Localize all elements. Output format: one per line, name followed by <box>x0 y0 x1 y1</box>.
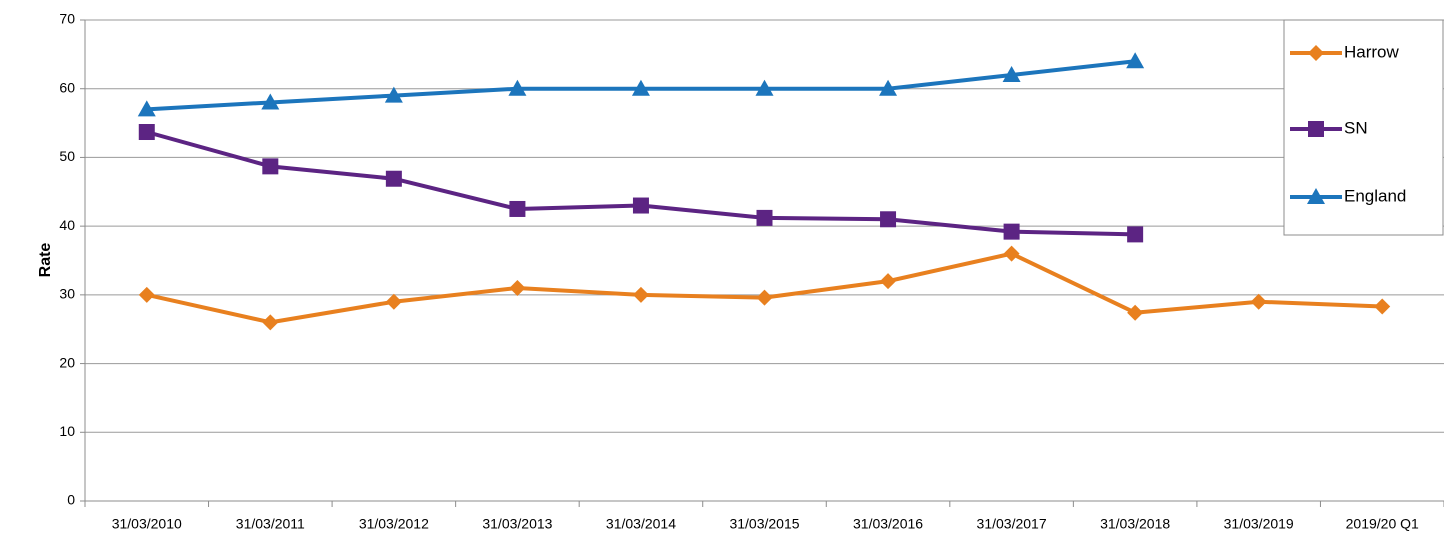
x-tick-label: 31/03/2010 <box>112 516 182 532</box>
data-point <box>879 79 898 96</box>
x-tick-label: 31/03/2013 <box>482 516 552 532</box>
data-point <box>1002 65 1021 82</box>
data-point <box>632 286 649 303</box>
x-tick-label: 31/03/2011 <box>236 516 305 532</box>
data-point <box>632 197 649 214</box>
y-tick-label: 60 <box>59 79 75 95</box>
x-tick-label: 31/03/2012 <box>359 516 429 532</box>
legend-marker <box>1308 121 1324 137</box>
legend-marker <box>1307 188 1325 204</box>
series-line <box>146 251 1383 325</box>
data-point <box>508 79 527 96</box>
data-point <box>1003 245 1020 262</box>
data-point <box>1250 293 1267 310</box>
data-point <box>1003 223 1020 240</box>
data-point <box>262 314 279 331</box>
data-point <box>262 158 279 175</box>
data-point <box>756 209 773 226</box>
data-point <box>509 200 526 217</box>
legend-label: England <box>1344 186 1406 205</box>
x-tick-label: 31/03/2017 <box>977 516 1047 532</box>
x-tick-label: 31/03/2019 <box>1224 516 1294 532</box>
data-point <box>385 293 402 310</box>
data-point <box>261 93 280 110</box>
y-tick-label: 40 <box>59 217 75 233</box>
legend-label: Harrow <box>1344 42 1400 61</box>
data-point <box>384 86 403 103</box>
data-point <box>509 279 526 296</box>
data-point <box>1127 226 1144 243</box>
x-tick-label: 2019/20 Q1 <box>1346 516 1419 532</box>
legend-marker <box>1308 45 1324 61</box>
data-point <box>756 289 773 306</box>
data-point <box>385 170 402 187</box>
y-tick-label: 20 <box>59 354 75 370</box>
data-point <box>880 273 897 290</box>
data-point <box>880 211 897 228</box>
data-point <box>137 100 156 117</box>
data-point <box>631 79 650 96</box>
y-tick-label: 30 <box>59 286 75 302</box>
x-tick-label: 31/03/2014 <box>606 516 676 532</box>
y-tick-label: 50 <box>59 148 75 164</box>
data-point <box>1127 304 1144 321</box>
data-point <box>138 286 155 303</box>
y-axis-label: Rate <box>37 243 54 278</box>
data-point <box>138 124 155 141</box>
data-point <box>1126 52 1145 69</box>
y-tick-label: 70 <box>59 11 75 27</box>
y-tick-label: 0 <box>67 492 75 508</box>
x-tick-label: 31/03/2016 <box>853 516 923 532</box>
series-line <box>146 130 1136 237</box>
data-point <box>755 79 774 96</box>
data-point <box>1374 298 1391 315</box>
x-tick-label: 31/03/2015 <box>729 516 799 532</box>
legend-label: SN <box>1344 118 1368 137</box>
y-tick-label: 10 <box>59 423 75 439</box>
x-tick-label: 31/03/2018 <box>1100 516 1170 532</box>
